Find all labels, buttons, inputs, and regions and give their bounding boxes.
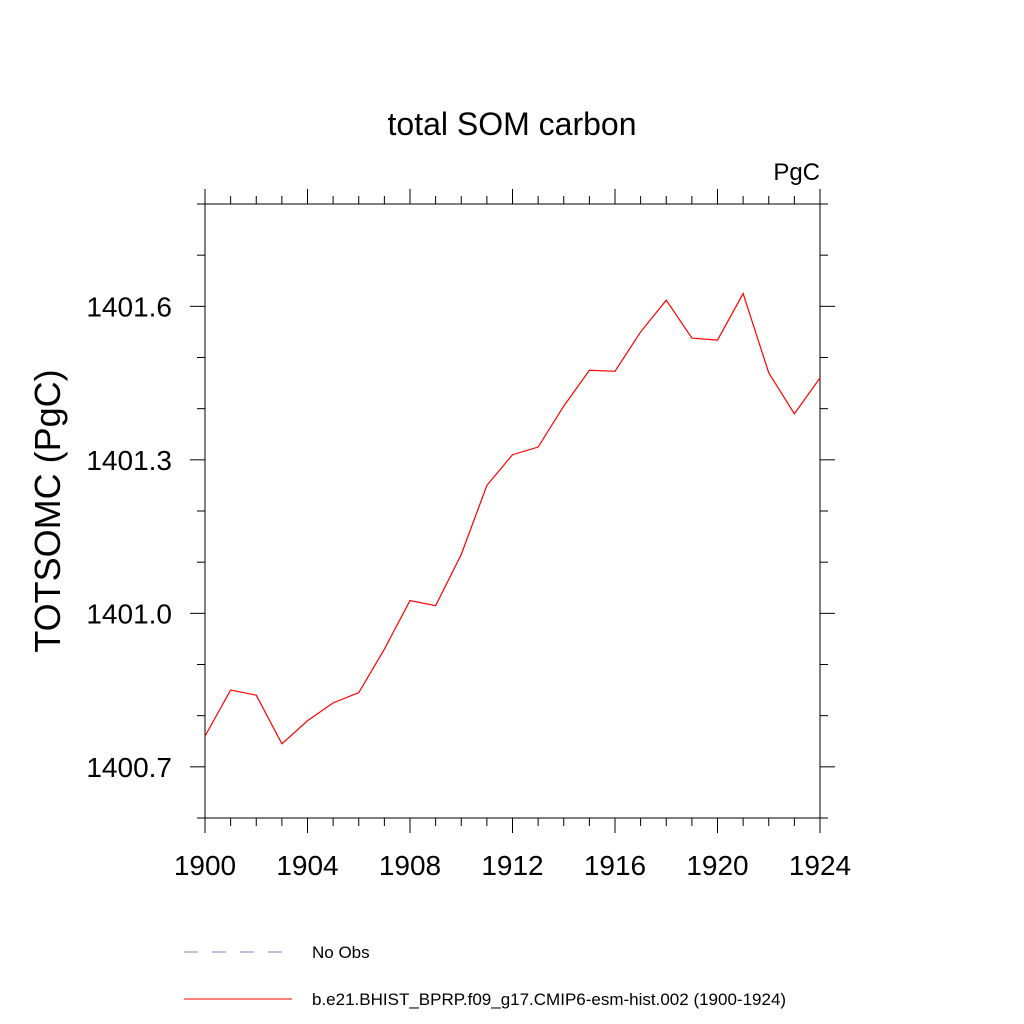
legend: No Obs b.e21.BHIST_BPRP.f09_g17.CMIP6-es… bbox=[184, 943, 786, 1009]
x-tick-label: 1920 bbox=[686, 850, 748, 881]
y-tick-label: 1401.3 bbox=[86, 445, 172, 476]
y-tick-label: 1400.7 bbox=[86, 752, 172, 783]
x-tick-label: 1908 bbox=[379, 850, 441, 881]
y-tick-label: 1401.0 bbox=[86, 598, 172, 629]
series-line-0 bbox=[204, 292, 821, 745]
x-tick-label: 1904 bbox=[276, 850, 338, 881]
x-tick-label: 1912 bbox=[481, 850, 543, 881]
y-axis-label: TOTSOMC (PgC) bbox=[27, 369, 68, 652]
x-tick-label: 1916 bbox=[584, 850, 646, 881]
x-tick-label: 1900 bbox=[174, 850, 236, 881]
legend-model-label: b.e21.BHIST_BPRP.f09_g17.CMIP6-esm-hist.… bbox=[312, 990, 786, 1009]
units-label: PgC bbox=[773, 159, 820, 186]
axis-ticks bbox=[190, 189, 835, 833]
axis-tick-labels: 1900 1904 1908 1912 1916 1920 1924 1400.7 1401.0… bbox=[86, 291, 851, 881]
x-tick-label: 1924 bbox=[789, 850, 851, 881]
plot-frame bbox=[204, 203, 821, 819]
series-layer bbox=[204, 292, 821, 745]
legend-no-obs-label: No Obs bbox=[312, 943, 370, 962]
y-tick-label: 1401.6 bbox=[86, 291, 172, 322]
chart-title: total SOM carbon bbox=[388, 106, 637, 142]
